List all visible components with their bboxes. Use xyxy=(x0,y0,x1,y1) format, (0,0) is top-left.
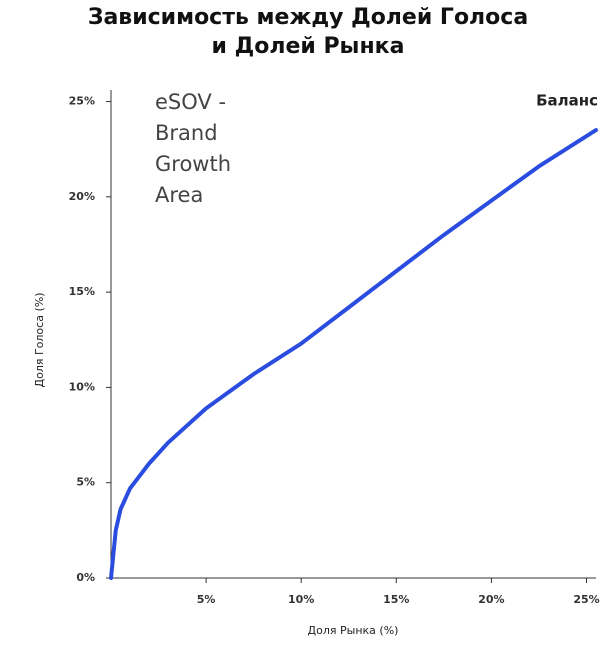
x-tick-label: 20% xyxy=(478,593,504,606)
y-tick-label: 5% xyxy=(76,476,95,489)
x-tick-label: 25% xyxy=(573,593,599,606)
y-tick-label: 15% xyxy=(69,285,95,298)
x-tick-label: 10% xyxy=(288,593,314,606)
chart-title: и Долей Рынка xyxy=(212,34,405,59)
x-axis-label: Доля Рынка (%) xyxy=(308,624,399,637)
y-tick-label: 10% xyxy=(69,380,95,393)
y-tick-label: 0% xyxy=(76,571,95,584)
line xyxy=(109,128,598,580)
annotation: Brand xyxy=(155,121,218,145)
legend-label: Баланс xyxy=(536,92,598,110)
y-axis-label: Доля Голоса (%) xyxy=(33,293,46,388)
x-tick-label: 5% xyxy=(197,593,216,606)
annotation: Growth xyxy=(155,152,231,176)
y-tick-label: 20% xyxy=(69,190,95,203)
annotation: Area xyxy=(155,183,203,207)
x-tick-label: 15% xyxy=(383,593,409,606)
y-tick-label: 25% xyxy=(69,95,95,108)
chart-title: Зависимость между Долей Голоса xyxy=(88,5,528,30)
annotation: eSOV - xyxy=(155,90,226,114)
